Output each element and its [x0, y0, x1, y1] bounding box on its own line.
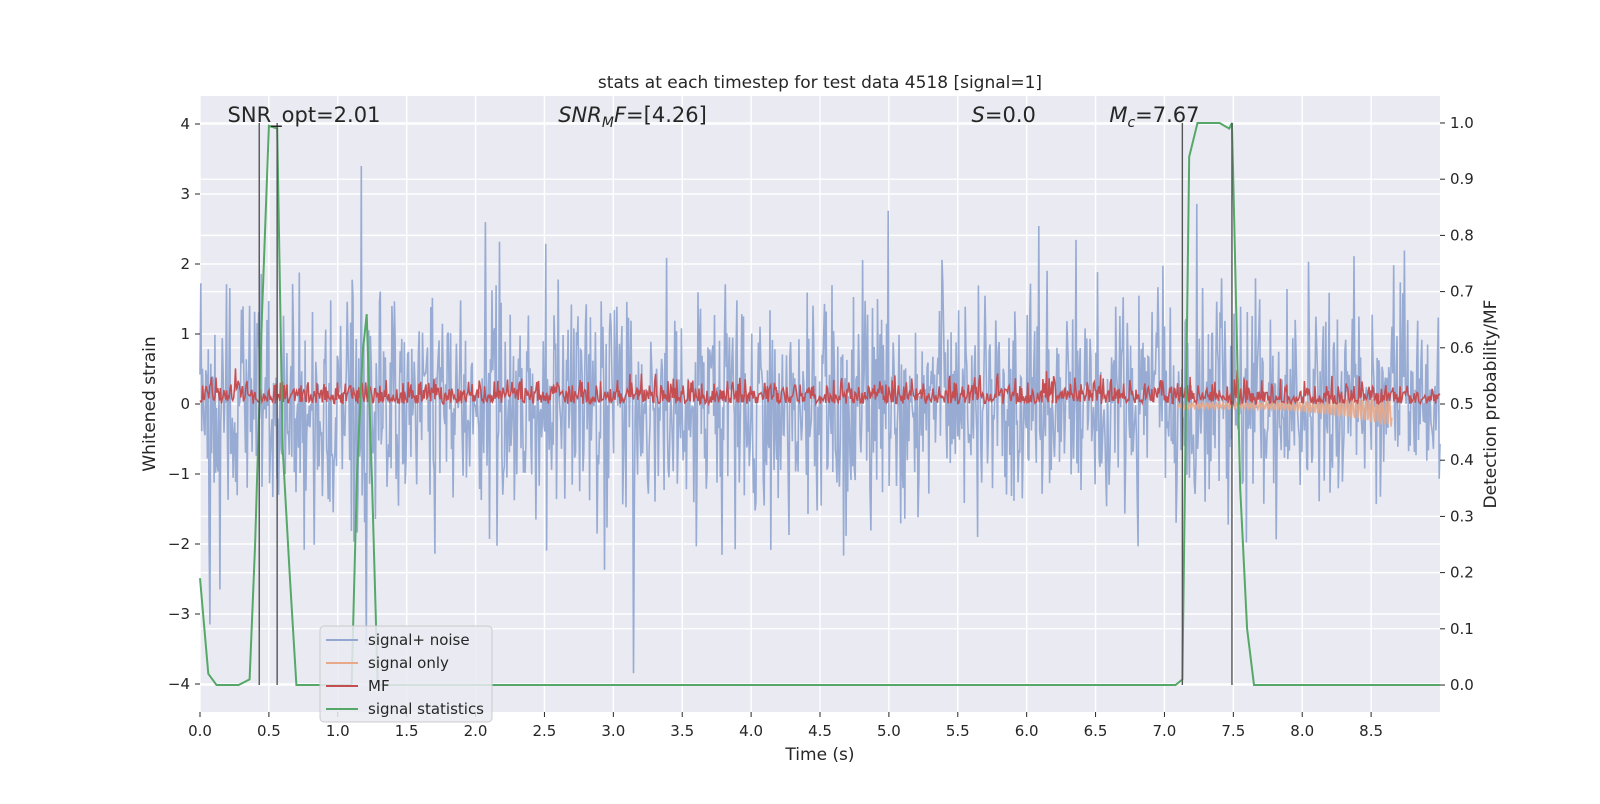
- y-axis-label: Whitened strain: [140, 336, 160, 471]
- y-tick-label: 2: [180, 255, 190, 273]
- y-right-tick-label: 0.9: [1450, 170, 1474, 188]
- x-tick-label: 3.0: [601, 722, 625, 740]
- x-tick-label: 7.5: [1221, 722, 1245, 740]
- y-tick-label: 0: [180, 395, 190, 413]
- annotations: SNR_opt=2.01 SNRMF=[4.26] S=0.0 Mc=7.67: [228, 103, 1200, 131]
- y-right-tick-label: 0.7: [1450, 283, 1474, 301]
- x-tick-label: 3.5: [670, 722, 694, 740]
- y-tick-label: −4: [168, 675, 190, 693]
- legend-label: signal+ noise: [368, 631, 470, 649]
- x-tick-label: 5.5: [946, 722, 970, 740]
- legend-label: MF: [368, 677, 390, 695]
- x-tick-label: 8.0: [1290, 722, 1314, 740]
- y-tick-label: 3: [180, 185, 190, 203]
- x-tick-label: 0.0: [188, 722, 212, 740]
- series-mf: [199, 368, 1441, 407]
- x-tick-label: 6.0: [1015, 722, 1039, 740]
- y-right-tick-label: 0.2: [1450, 564, 1474, 582]
- y-right-tick-label: 0.6: [1450, 339, 1474, 357]
- axes: 0.0 0.5 1.0 1.5 2.0 2.5 3.0 3.5 4.0 4.5 5.0 5.5 6.0 6…: [168, 114, 1474, 740]
- legend-label: signal only: [368, 654, 449, 672]
- x-tick-label: 2.5: [533, 722, 557, 740]
- x-tick-label: 1.0: [326, 722, 350, 740]
- y-right-tick-label: 1.0: [1450, 114, 1474, 132]
- legend-box: [319, 625, 493, 723]
- y-right-tick-label: 0.0: [1450, 676, 1474, 694]
- x-tick-label: 6.5: [1084, 722, 1108, 740]
- annotation-s: S=0.0: [972, 103, 1036, 127]
- vertical-markers: [258, 122, 1233, 686]
- y-tick-label: 1: [180, 325, 190, 343]
- x-tick-label: 5.0: [877, 722, 901, 740]
- x-tick-label: 2.0: [464, 722, 488, 740]
- x-tick-label: 4.5: [808, 722, 832, 740]
- x-tick-label: 1.5: [395, 722, 419, 740]
- legend-label: signal statistics: [368, 700, 484, 718]
- y-tick-label: −2: [168, 535, 190, 553]
- y-axis-right-label: Detection probability/MF: [1481, 300, 1501, 509]
- y-right-tick-label: 0.5: [1450, 395, 1474, 413]
- legend: signal+ noise signal only MF signal statist…: [319, 625, 493, 723]
- x-tick-label: 8.5: [1359, 722, 1383, 740]
- series-layer: [199, 122, 1441, 686]
- x-tick-label: 7.0: [1153, 722, 1177, 740]
- chart-title: stats at each timestep for test data 451…: [598, 73, 1042, 93]
- series-signal-statistics: [199, 122, 1440, 686]
- y-right-tick-label: 0.4: [1450, 451, 1474, 469]
- annotation-snr-opt: SNR_opt=2.01: [228, 103, 381, 128]
- y-right-tick-label: 0.8: [1450, 226, 1474, 244]
- annotation-mc: Mc=7.67: [1109, 103, 1199, 131]
- y-tick-label: −3: [168, 605, 190, 623]
- y-tick-label: 4: [180, 115, 190, 133]
- x-tick-label: 0.5: [257, 722, 281, 740]
- x-axis-label: Time (s): [784, 745, 854, 765]
- y-right-tick-label: 0.1: [1450, 620, 1474, 638]
- annotation-snr-mf: SNRMF=[4.26]: [558, 103, 707, 131]
- series-signal-only: [1177, 396, 1393, 427]
- y-tick-label: −1: [168, 465, 190, 483]
- y-right-tick-label: 0.3: [1450, 507, 1474, 525]
- x-tick-label: 4.0: [739, 722, 763, 740]
